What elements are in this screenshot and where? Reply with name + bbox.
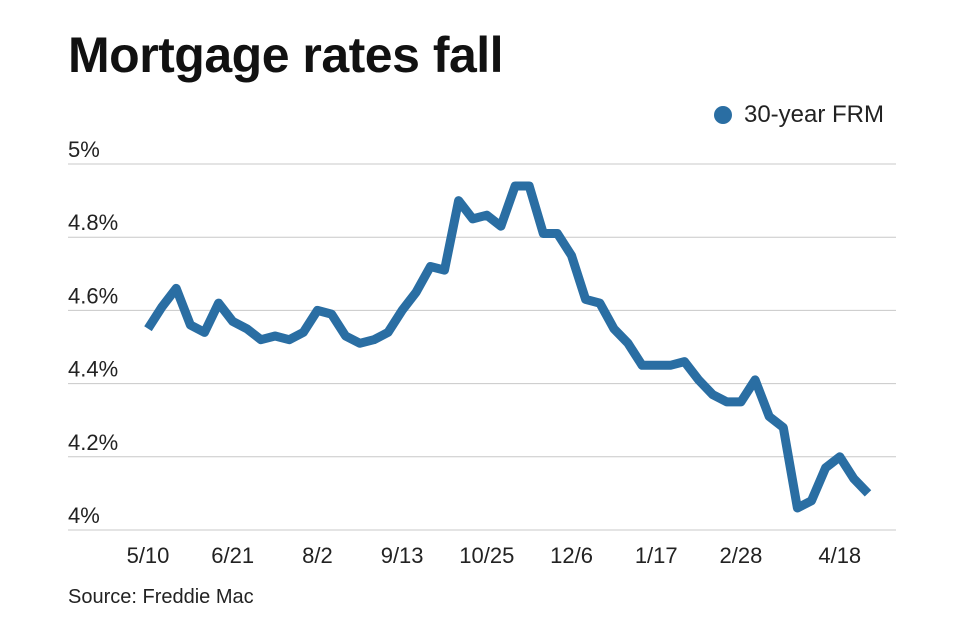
y-tick-label: 4.2% — [68, 430, 118, 455]
source-note: Source: Freddie Mac — [68, 586, 254, 608]
chart-title: Mortgage rates fall — [68, 27, 504, 83]
y-tick-label: 4.6% — [68, 283, 118, 308]
y-tick-label: 4% — [68, 503, 100, 528]
x-tick-label: 1/17 — [635, 543, 678, 568]
legend-marker-icon — [713, 106, 732, 124]
x-tick-label: 4/18 — [818, 543, 861, 568]
x-tick-label: 5/10 — [127, 543, 170, 568]
x-tick-label: 2/28 — [720, 543, 763, 568]
series-line-30-year-frm — [144, 181, 872, 513]
x-tick-label: 6/21 — [211, 543, 254, 568]
x-tick-label: 10/25 — [459, 543, 514, 568]
y-tick-label: 5% — [68, 137, 100, 162]
legend: 30-year FRM — [713, 101, 884, 129]
x-tick-label: 12/6 — [550, 543, 593, 568]
x-tick-label: 8/2 — [302, 543, 333, 568]
legend-label: 30-year FRM — [743, 101, 884, 128]
x-tick-label: 9/13 — [381, 543, 424, 568]
y-tick-label: 4.4% — [68, 357, 118, 382]
y-tick-label: 4.8% — [68, 210, 118, 235]
